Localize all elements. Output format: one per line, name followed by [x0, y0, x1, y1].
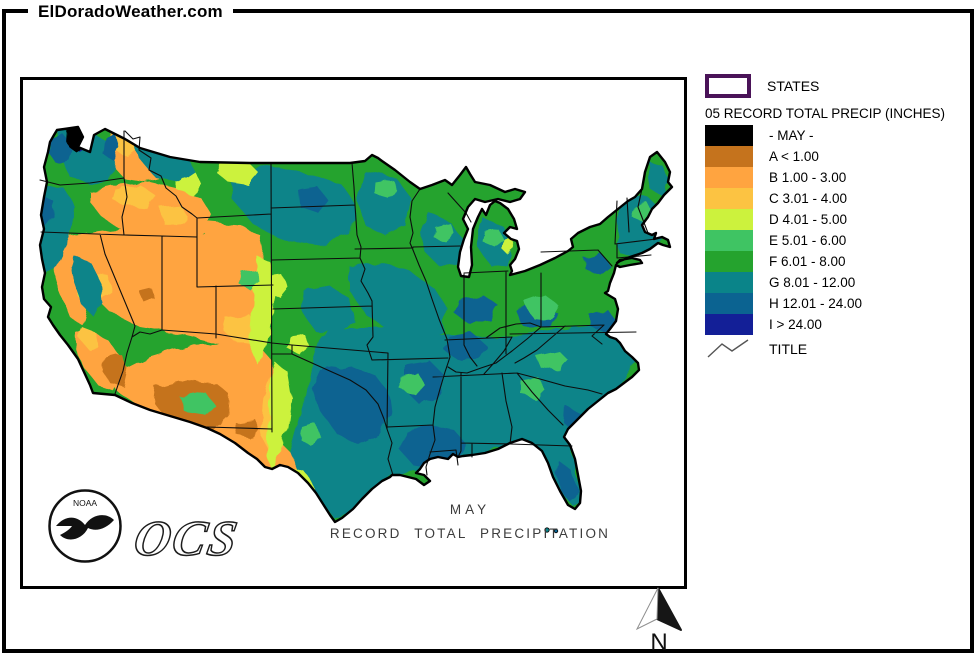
legend-rows: - MAY - A < 1.00 B 1.00 - 3.00 C 3.01 - 4.0… [705, 125, 967, 335]
legend: STATES 05 RECORD TOTAL PRECIP (INCHES) -… [705, 74, 967, 360]
us-outline [38, 125, 674, 524]
legend-item-C: C 3.01 - 4.00 [705, 188, 967, 209]
legend-label-MAY: - MAY - [769, 128, 814, 143]
legend-label-G: G 8.01 - 12.00 [769, 275, 856, 290]
site-title-link[interactable]: ElDoradoWeather.com [28, 2, 233, 22]
legend-swatch-H [705, 293, 753, 314]
ocs-logo: OCS [129, 510, 244, 567]
legend-label-C: C 3.01 - 4.00 [769, 191, 848, 206]
noaa-logo-text: NOAA [73, 498, 97, 508]
legend-swatch-E [705, 230, 753, 251]
noaa-logo: NOAA [48, 489, 122, 563]
us-precipitation-map: MAY RECORD TOTAL PRECIPITATION NOAA OCS [20, 77, 687, 589]
legend-item-I: I > 24.00 [705, 314, 967, 335]
states-label: STATES [767, 78, 820, 94]
legend-item-H: H 12.01 - 24.00 [705, 293, 967, 314]
florida-keys-dot [553, 528, 559, 534]
legend-swatch-A [705, 146, 753, 167]
legend-item-G: G 8.01 - 12.00 [705, 272, 967, 293]
map-container: MAY RECORD TOTAL PRECIPITATION NOAA OCS [20, 77, 687, 589]
legend-item-D: D 4.01 - 5.00 [705, 209, 967, 230]
legend-item-MAY: - MAY - [705, 125, 967, 146]
legend-swatch-B [705, 167, 753, 188]
legend-title-symbol-label: TITLE [769, 341, 808, 357]
legend-label-D: D 4.01 - 5.00 [769, 212, 848, 227]
legend-label-B: B 1.00 - 3.00 [769, 170, 847, 185]
legend-states-row: STATES [705, 74, 967, 98]
noaa-bird-icon [56, 515, 114, 540]
ocs-logo-text: OCS [130, 510, 243, 566]
map-title-line2: RECORD TOTAL PRECIPITATION [330, 526, 610, 541]
legend-item-F: F 6.01 - 8.00 [705, 251, 967, 272]
legend-swatch-MAY [705, 125, 753, 146]
legend-label-H: H 12.01 - 24.00 [769, 296, 863, 311]
north-arrow: N [622, 586, 698, 656]
legend-swatch-C [705, 188, 753, 209]
florida-keys-dot [544, 527, 550, 533]
legend-item-E: E 5.01 - 6.00 [705, 230, 967, 251]
north-arrow-right-half [656, 587, 682, 631]
legend-swatch-I [705, 314, 753, 335]
legend-title: 05 RECORD TOTAL PRECIP (INCHES) [705, 106, 946, 121]
legend-swatch-G [705, 272, 753, 293]
legend-item-B: B 1.00 - 3.00 [705, 167, 967, 188]
north-label: N [650, 629, 667, 656]
outer-frame [2, 9, 974, 653]
legend-label-A: A < 1.00 [769, 149, 819, 164]
legend-label-I: I > 24.00 [769, 317, 822, 332]
legend-item-A: A < 1.00 [705, 146, 967, 167]
legend-swatch-D [705, 209, 753, 230]
polyline-symbol-icon [707, 339, 749, 358]
legend-title-symbol-row: TITLE [705, 338, 967, 360]
map-title-line1: MAY [450, 502, 490, 517]
legend-swatch-F [705, 251, 753, 272]
legend-label-E: E 5.01 - 6.00 [769, 233, 847, 248]
legend-label-F: F 6.01 - 8.00 [769, 254, 846, 269]
states-swatch [705, 74, 751, 98]
north-arrow-left-half [635, 587, 659, 631]
